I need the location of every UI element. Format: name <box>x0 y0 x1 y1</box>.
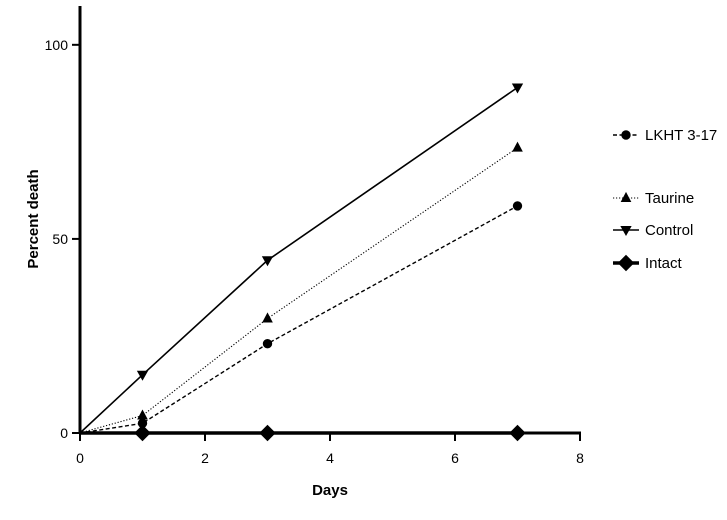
x-tick-label: 0 <box>76 450 84 466</box>
data-point-intact <box>134 424 151 442</box>
data-point-control <box>511 83 524 94</box>
data-point-lkht-3-17 <box>262 339 273 349</box>
legend-item-intact: Intact <box>613 254 683 272</box>
series-line-lkht-3-17 <box>79 205 518 434</box>
data-point-taurine <box>512 141 523 152</box>
legend-item-lkht-3-17: LKHT 3-17 <box>613 127 717 144</box>
axis-ticks: 0 2 4 6 8 0 50 100 <box>45 37 584 466</box>
data-point-intact <box>259 424 276 442</box>
data-point-control <box>136 370 149 381</box>
y-tick-label: 100 <box>45 37 69 53</box>
legend-label-lkht-3-17: LKHT 3-17 <box>645 127 717 144</box>
data-point-intact <box>509 424 526 442</box>
series-lines <box>79 86 518 435</box>
x-tick-label: 4 <box>326 450 334 466</box>
x-tick-label: 8 <box>576 450 584 466</box>
data-point-control <box>261 256 274 267</box>
series-line-control <box>79 86 518 434</box>
x-tick-label: 2 <box>201 450 209 466</box>
legend-marker-lkht-3-17 <box>621 130 631 140</box>
y-axis-title: Percent death <box>25 169 42 268</box>
data-point-lkht-3-17 <box>512 201 523 211</box>
axes <box>78 6 581 435</box>
legend: LKHT 3-17 Taurine Control Intact <box>613 127 717 272</box>
series-markers <box>134 83 526 442</box>
series-line-taurine <box>79 147 518 434</box>
legend-item-taurine: Taurine <box>613 190 694 207</box>
y-tick-label: 0 <box>60 425 68 441</box>
legend-label-intact: Intact <box>645 255 683 272</box>
y-tick-label: 50 <box>52 231 68 247</box>
x-axis-title: Days <box>312 482 348 499</box>
x-tick-label: 6 <box>451 450 459 466</box>
legend-marker-intact <box>617 254 635 272</box>
data-point-taurine <box>137 409 148 420</box>
data-point-taurine <box>262 312 273 323</box>
legend-label-control: Control <box>645 222 693 239</box>
legend-marker-taurine <box>620 191 632 202</box>
legend-marker-control <box>620 226 632 237</box>
legend-item-control: Control <box>613 222 693 239</box>
legend-label-taurine: Taurine <box>645 190 694 207</box>
